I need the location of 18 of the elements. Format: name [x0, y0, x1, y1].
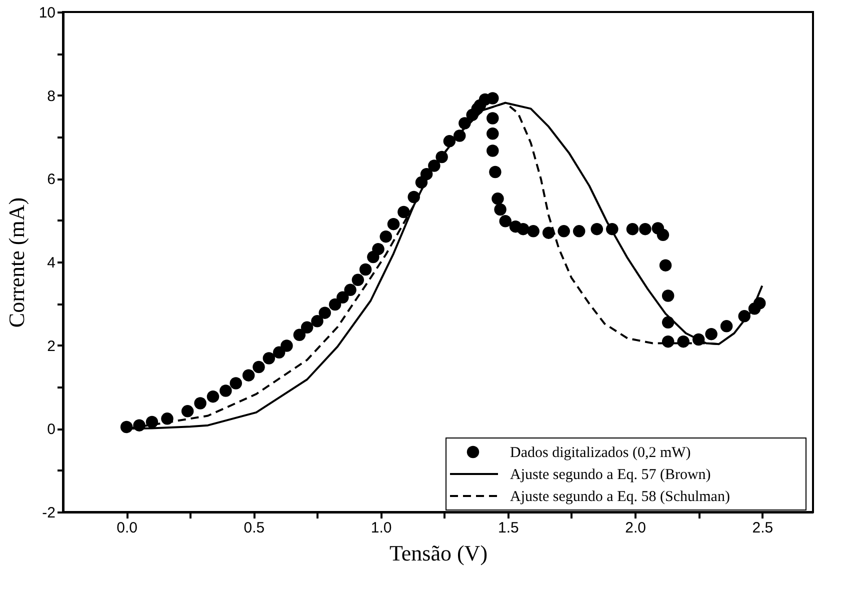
y-tick-label: 10	[38, 4, 56, 22]
y-tick-label: 6	[47, 171, 56, 188]
legend-label: Ajuste segundo a Eq. 57 (Brown)	[510, 467, 711, 483]
y-axis-title: Corrente (mA)	[4, 197, 29, 328]
x-axis-title: Tensão (V)	[389, 540, 488, 566]
y-tick-label: 2	[47, 338, 56, 355]
legend-label: Dados digitalizados (0,2 mW)	[510, 445, 691, 461]
x-tick-label: 0.0	[116, 520, 138, 536]
legend-label: Ajuste segundo a Eq. 58 (Schulman)	[510, 489, 730, 505]
x-tick-label: 1.5	[498, 520, 519, 536]
x-tick-label: 0.5	[244, 520, 265, 536]
x-tick-label: 2.5	[752, 520, 774, 536]
x-tick-label: 2.0	[625, 520, 646, 536]
y-tick-label: -2	[42, 504, 56, 522]
y-tick-label: 8	[47, 88, 56, 105]
y-tick-label: 4	[47, 254, 56, 272]
x-tick-label: 1.0	[370, 520, 392, 536]
y-tick-label: 0	[47, 421, 56, 438]
